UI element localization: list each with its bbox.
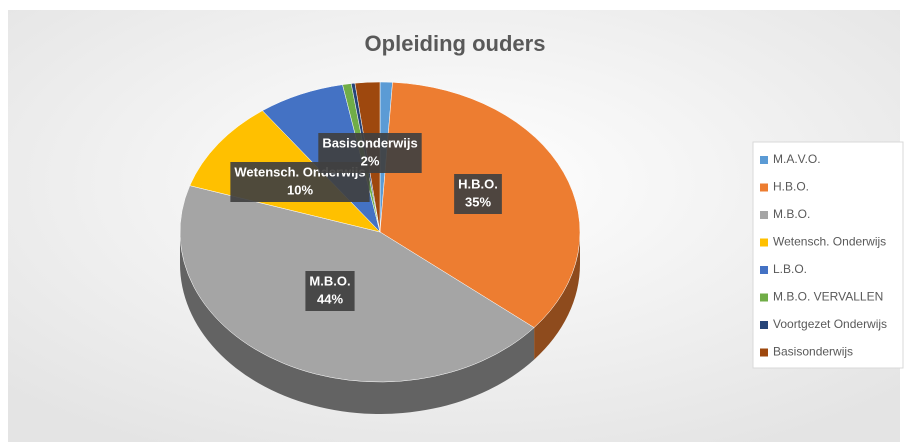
legend-label: M.A.V.O. [773,152,821,166]
legend-label: M.B.O. VERVALLEN [773,290,883,304]
legend-label: H.B.O. [773,180,809,194]
legend-swatch [760,238,768,247]
legend-swatch [760,156,768,164]
data-label-value: 35% [465,194,491,209]
data-label-value: 10% [287,182,313,197]
legend-swatch [760,266,768,274]
data-label-box [305,271,355,311]
data-label-name: H.B.O. [458,176,498,191]
legend-label: M.B.O. [773,207,810,221]
legend-swatch [760,321,768,329]
data-label-name: M.B.O. [309,273,350,288]
data-label-value: 44% [317,291,343,306]
data-label-box [318,133,422,173]
legend-swatch [760,293,768,302]
legend-box [752,141,904,369]
legend-swatch [760,348,768,357]
legend-label: L.B.O. [773,262,807,276]
legend-label: Wetensch. Onderwijs [773,235,886,249]
slice [179,185,535,383]
chart-title: Opleiding ouders [365,31,546,56]
slice-side [180,232,535,414]
data-label-value: 2% [361,153,380,168]
legend-label: Voortgezet Onderwijs [773,317,887,331]
data-label-name: Basisonderwijs [322,135,417,150]
legend-label: Basisonderwijs [773,345,853,359]
legend-swatch [760,211,768,219]
slice-side [534,232,580,360]
legend-swatch [760,183,768,192]
data-label-box [454,174,502,214]
